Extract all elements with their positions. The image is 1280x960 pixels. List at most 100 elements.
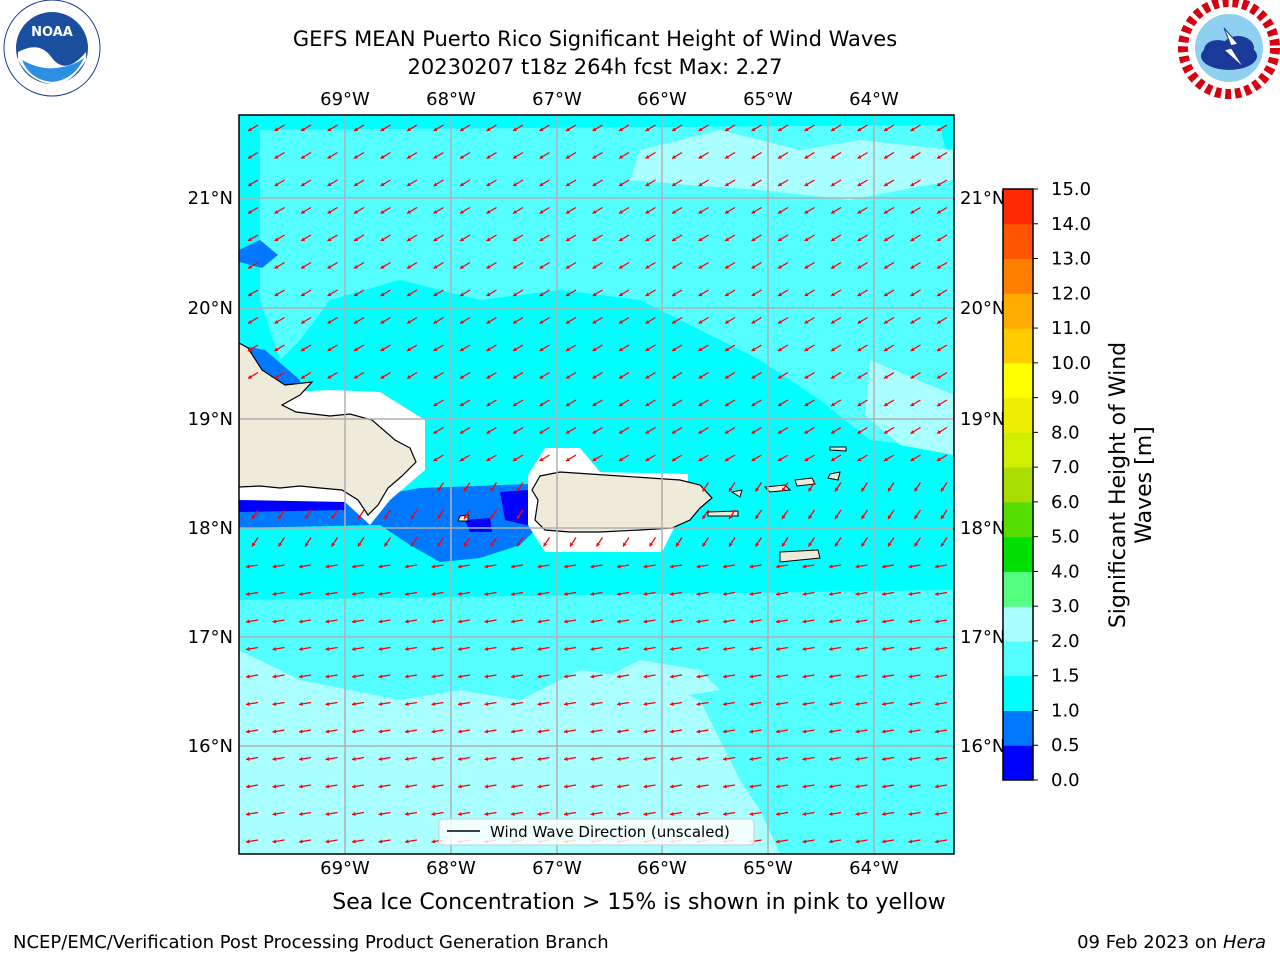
wave-direction-arrowhead (672, 402, 676, 407)
wave-direction-arrowhead (431, 646, 436, 651)
wave-direction-arrowhead (352, 839, 356, 844)
lon-label-top: 66°W (637, 89, 687, 110)
wave-direction-arrowhead (729, 542, 733, 547)
wave-direction-arrowhead (299, 564, 303, 569)
wave-direction-arrowhead (301, 264, 305, 269)
map-frame (238, 114, 955, 855)
wave-direction-arrowhead (325, 756, 330, 761)
wave-direction-arrowhead (513, 154, 517, 159)
wave-direction-arrowhead (729, 487, 733, 492)
wave-direction-arrowhead (380, 292, 385, 297)
wave-direction-arrowhead (458, 674, 462, 679)
wave-direction-arrowhead (835, 515, 839, 519)
wave-direction-arrowhead (882, 701, 886, 706)
wave-direction-arrowhead (274, 237, 279, 242)
wave-direction-arrowhead (327, 182, 332, 187)
wave-direction-arrowhead (643, 619, 648, 624)
wave-direction-arrowhead (914, 487, 919, 492)
wave-direction-arrowhead (698, 127, 703, 132)
wave-direction-arrowhead (696, 811, 701, 816)
wave-direction-arrowhead (437, 487, 442, 492)
wave-direction-arrowhead (592, 319, 597, 324)
wave-direction-arrowhead (274, 347, 279, 352)
wave-direction-arrowhead (511, 646, 515, 651)
wave-direction-arrowhead (804, 264, 809, 269)
wave-direction-arrowhead (645, 457, 650, 462)
wave-direction-arrowhead (935, 756, 939, 761)
wave-direction-arrowhead (749, 619, 754, 624)
virgin-islands (457, 446, 847, 563)
wave-direction-arrowhead (299, 784, 303, 789)
wave-direction-arrowhead (751, 209, 756, 214)
wave-direction-arrowhead (511, 591, 515, 596)
wave-direction-arrowhead (725, 457, 729, 462)
wave-direction-arrowhead (246, 564, 250, 569)
wave-direction-arrowhead (590, 591, 595, 596)
wave-direction-arrowhead (725, 182, 729, 187)
wave-direction-arrowhead (464, 542, 468, 547)
wave-direction-arrowhead (248, 182, 252, 187)
wave-direction-arrowhead (511, 674, 515, 679)
wave-direction-arrowhead (882, 646, 886, 651)
wave-direction-arrowhead (723, 729, 727, 734)
wave-direction-arrowhead (884, 264, 888, 269)
wave-direction-arrowhead (354, 319, 358, 324)
wave-direction-arrowhead (325, 839, 330, 844)
wave-direction-arrowhead (564, 729, 568, 734)
wave-direction-arrowhead (670, 729, 674, 734)
wave-direction-arrowhead (725, 429, 729, 434)
wave-direction-arrowhead (778, 154, 782, 159)
wave-direction-arrowhead (619, 127, 623, 132)
wave-direction-arrowhead (882, 674, 886, 679)
wave-direction-arrowhead (855, 591, 860, 596)
wave-direction-arrowhead (564, 756, 568, 761)
wave-direction-arrowhead (248, 347, 252, 352)
colorbar-segment (1003, 501, 1033, 538)
wave-direction-arrowhead (723, 646, 727, 651)
wave-direction-arrowhead (458, 784, 462, 789)
wave-direction-arrowhead (486, 402, 491, 407)
hispaniola-land (239, 342, 417, 516)
wave-direction-arrowhead (246, 674, 250, 679)
wave-direction-arrowhead (831, 347, 835, 352)
wave-direction-arrowhead (274, 209, 279, 214)
wave-direction-arrowhead (460, 209, 464, 214)
wave-direction-arrowhead (564, 811, 568, 816)
wave-direction-arrowhead (617, 619, 621, 624)
wave-direction-arrowhead (831, 264, 835, 269)
wave-direction-arrowhead (537, 701, 542, 706)
wave-direction-arrowhead (935, 674, 939, 679)
wave-direction-arrowhead (566, 402, 570, 407)
lat-label-left: 18°N (188, 518, 233, 539)
wave-direction-arrowhead (299, 756, 303, 761)
wave-direction-arrowhead (755, 542, 760, 547)
wave-direction-arrowhead (305, 542, 309, 547)
wave-direction-arrowhead (484, 756, 489, 761)
wave-direction-arrowhead (619, 292, 623, 297)
wave-direction-arrowhead (460, 154, 464, 159)
wave-direction-arrowhead (725, 374, 729, 379)
wave-direction-arrowhead (511, 564, 515, 569)
wave-direction-arrowhead (804, 374, 809, 379)
wave-direction-arrowhead (702, 515, 707, 519)
wave-direction-arrowhead (884, 292, 888, 297)
wave-direction-arrowhead (486, 347, 491, 352)
wave-direction-arrowhead (725, 319, 729, 324)
wave-direction-arrowhead (882, 784, 886, 789)
wave-direction-arrowhead (725, 127, 729, 132)
wave-direction-arrowhead (935, 646, 939, 651)
wave-direction-arrowhead (513, 319, 517, 324)
wave-direction-arrowhead (513, 182, 517, 187)
wave-direction-arrowhead (513, 429, 517, 434)
wave-direction-arrowhead (511, 701, 515, 706)
wave-direction-arrowhead (829, 564, 833, 569)
wave-direction-arrowhead (564, 591, 568, 596)
wave-direction-arrowhead (325, 729, 330, 734)
wave-direction-arrowhead (354, 154, 358, 159)
wave-direction-arrowhead (248, 319, 252, 324)
wave-direction-arrowhead (590, 784, 595, 789)
wave-direction-arrowhead (301, 319, 305, 324)
wave-direction-arrowhead (910, 127, 915, 132)
wave-direction-arrowhead (380, 374, 385, 379)
wave-direction-arrowhead (857, 264, 862, 269)
